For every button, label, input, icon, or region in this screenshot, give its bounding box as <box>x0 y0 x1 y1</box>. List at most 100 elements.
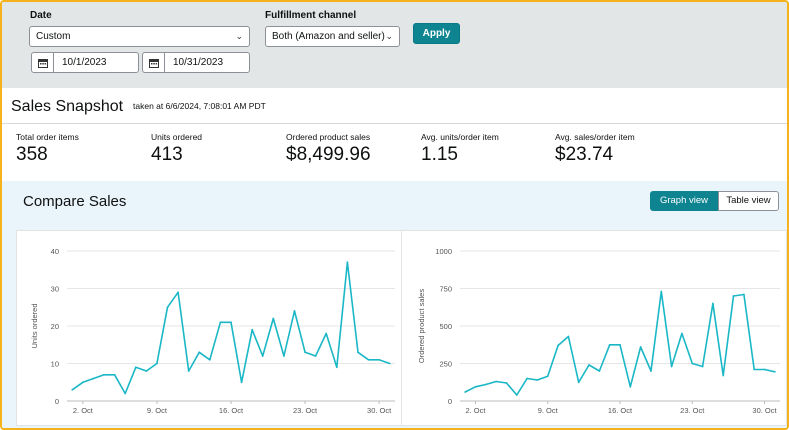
data-point <box>240 381 243 384</box>
data-point <box>219 321 222 324</box>
date-label: Date <box>30 10 52 21</box>
metric-label: Avg. sales/order item <box>555 132 635 142</box>
data-point <box>464 391 467 393</box>
data-point <box>378 358 381 361</box>
fulfillment-channel-label: Fulfillment channel <box>265 10 357 21</box>
x-tick-label: 2. Oct <box>73 406 94 415</box>
metric-label: Total order items <box>16 132 79 142</box>
data-point <box>187 370 190 372</box>
data-point <box>272 317 275 320</box>
data-point <box>230 321 232 324</box>
data-point <box>588 364 590 366</box>
compare-sales-panel: Compare Sales Graph view Table view 0 10 2… <box>2 181 787 428</box>
filter-bar: Date Custom ⌄ 10/1/2023 10/31/2023 Fulfi… <box>2 2 787 88</box>
start-date-value: 10/1/2023 <box>62 57 107 68</box>
data-point <box>619 343 621 346</box>
x-tick-label: 23. Oct <box>680 406 705 415</box>
data-point <box>198 351 201 354</box>
y-tick-label: 30 <box>51 285 59 294</box>
data-point <box>639 346 642 348</box>
ordered-product-sales-chart: 0 250 500 750 1000 2. Oct 9. Oct 16. Oct 23. Oct… <box>401 230 787 426</box>
y-tick-label: 750 <box>439 285 452 294</box>
data-point <box>567 335 570 338</box>
data-point <box>251 328 254 331</box>
data-point <box>293 310 296 312</box>
x-tick-label: 2. Oct <box>465 406 486 415</box>
data-point <box>81 381 84 384</box>
start-date-field[interactable]: 10/1/2023 <box>31 52 139 73</box>
divider <box>2 123 787 124</box>
data-point <box>691 362 694 365</box>
data-point <box>113 373 116 376</box>
data-point <box>134 366 137 369</box>
data-point <box>325 332 328 335</box>
data-point <box>71 388 74 391</box>
data-point <box>722 374 725 377</box>
data-point <box>495 380 498 383</box>
data-point <box>712 302 714 305</box>
data-point <box>304 351 306 354</box>
chevron-down-icon: ⌄ <box>385 31 393 41</box>
compare-sales-title: Compare Sales <box>23 193 127 210</box>
data-point <box>166 306 169 309</box>
data-point <box>629 385 632 388</box>
metric-label: Units ordered <box>151 132 203 142</box>
data-point <box>388 362 391 365</box>
end-date-field[interactable]: 10/31/2023 <box>142 52 250 73</box>
data-point <box>526 377 528 380</box>
y-tick-label: 250 <box>439 360 452 369</box>
metric-value: 358 <box>16 144 48 165</box>
apply-button[interactable]: Apply <box>413 23 460 44</box>
data-point <box>156 362 158 365</box>
metric-label: Ordered product sales <box>286 132 371 142</box>
fulfillment-channel-value: Both (Amazon and seller) <box>272 31 385 42</box>
metric-label: Avg. units/order item <box>421 132 499 142</box>
data-point <box>732 295 735 297</box>
date-range-select[interactable]: Custom ⌄ <box>29 26 250 47</box>
series-line <box>71 261 390 395</box>
ordered-product-sales-chart-svg: 0 250 500 750 1000 2. Oct 9. Oct 16. Oct 23. Oct… <box>417 247 780 415</box>
data-point <box>557 344 559 347</box>
x-tick-label: 23. Oct <box>293 406 318 415</box>
y-tick-label: 1000 <box>435 247 452 256</box>
x-tick-label: 30. Oct <box>752 406 777 415</box>
data-point <box>763 368 766 371</box>
data-point <box>773 370 776 373</box>
units-ordered-chart: 0 10 20 30 40 2. Oct 9. Oct 16. Oct 23. Oct 30. O… <box>16 230 402 426</box>
metric-ordered-product-sales: Ordered product sales $8,499.96 <box>286 132 371 166</box>
graph-view-button[interactable]: Graph view <box>650 191 718 211</box>
data-point <box>335 366 338 369</box>
y-axis-label: Units ordered <box>30 303 39 348</box>
data-point <box>346 261 349 264</box>
data-point <box>103 373 105 376</box>
metric-total-order-items: Total order items 358 <box>16 132 79 166</box>
data-point <box>753 368 756 371</box>
data-point <box>474 385 477 388</box>
data-point <box>484 383 487 386</box>
metric-avg-units-per-order-item: Avg. units/order item 1.15 <box>421 132 499 166</box>
x-tick-label: 9. Oct <box>538 406 559 415</box>
data-point <box>742 293 745 296</box>
data-point <box>208 358 211 361</box>
y-tick-label: 500 <box>439 322 452 331</box>
data-point <box>681 332 683 335</box>
calendar-icon <box>143 53 165 72</box>
calendar-icon <box>32 53 54 72</box>
x-tick-label: 16. Oct <box>219 406 244 415</box>
table-view-button[interactable]: Table view <box>718 191 779 211</box>
y-axis-label: Ordered product sales <box>417 289 426 363</box>
data-point <box>283 355 285 357</box>
fulfillment-channel-select[interactable]: Both (Amazon and seller) ⌄ <box>265 26 400 47</box>
data-point <box>536 379 539 381</box>
y-tick-label: 20 <box>51 322 59 331</box>
data-point <box>261 355 264 357</box>
data-point <box>515 394 518 396</box>
data-point <box>367 358 370 361</box>
x-tick-label: 16. Oct <box>608 406 633 415</box>
x-tick-label: 9. Oct <box>147 406 168 415</box>
data-point <box>660 290 663 293</box>
y-tick-label: 10 <box>51 360 59 369</box>
sales-snapshot-title: Sales Snapshot <box>11 98 124 115</box>
x-tick-label: 30. Oct <box>367 406 392 415</box>
